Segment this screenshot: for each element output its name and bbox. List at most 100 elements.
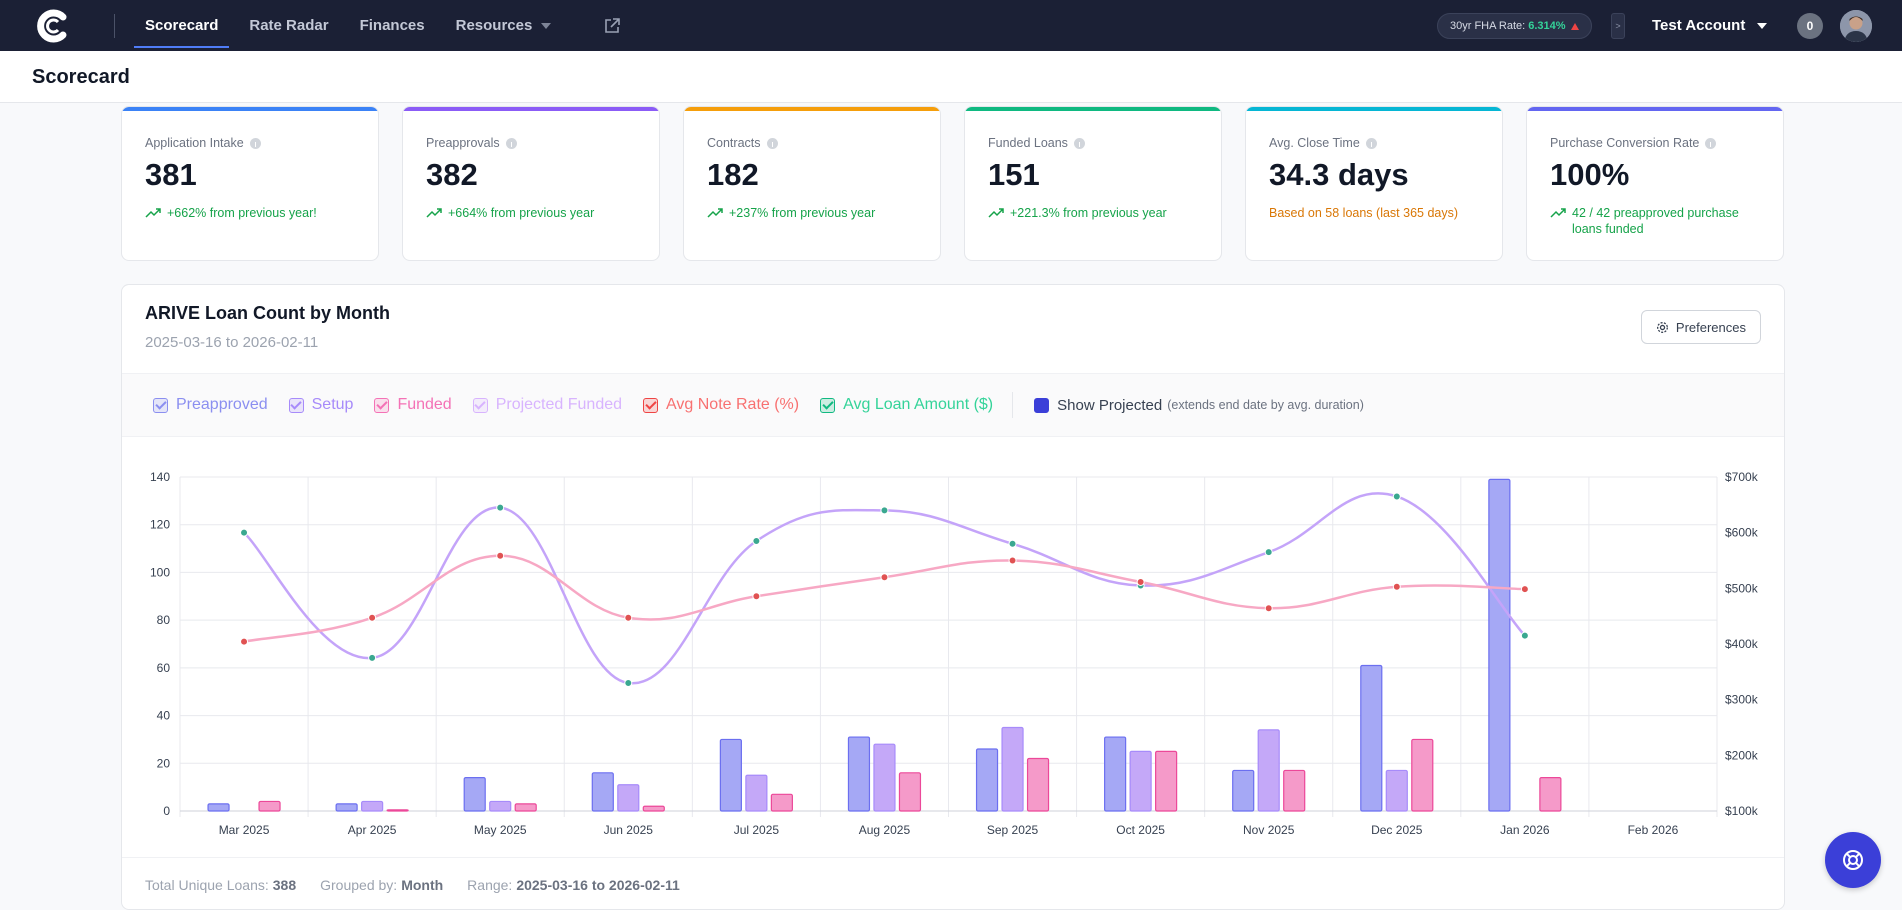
- total-loans-value: 388: [272, 876, 297, 893]
- legend-toggle-5[interactable]: Avg Loan Amount ($): [820, 396, 993, 414]
- line-point: [624, 678, 633, 687]
- x-tick-label: Aug 2025: [859, 823, 911, 837]
- fha-rate-pill[interactable]: 30yr FHA Rate: 6.314%: [1437, 13, 1592, 39]
- kpi-label: Avg. Close Time: [1269, 136, 1377, 150]
- bar-preapproved: [975, 748, 999, 812]
- chart-legend: Preapproved Setup Funded Projected Funded Av…: [122, 373, 1784, 437]
- legend-toggle-1[interactable]: Setup: [288, 396, 353, 414]
- show-projected-hint: (extends end date by avg. duration): [1167, 398, 1364, 412]
- chevron-down-icon: [1757, 22, 1768, 29]
- total-loans-label: Total Unique Loans:: [145, 876, 269, 893]
- legend-toggle-3[interactable]: Projected Funded: [472, 396, 622, 414]
- info-icon[interactable]: [1073, 137, 1085, 149]
- checkbox-checked-icon[interactable]: [374, 397, 390, 413]
- y2-tick-label: $100k: [1725, 804, 1759, 818]
- line-point: [1264, 548, 1273, 557]
- bar-funded: [898, 772, 922, 812]
- kpi-label: Preapprovals: [426, 136, 517, 150]
- line-point: [1008, 556, 1017, 565]
- kpi-label-text: Avg. Close Time: [1269, 136, 1360, 150]
- kpi-value: 382: [426, 157, 478, 192]
- range-label: Range:: [467, 876, 513, 893]
- avatar[interactable]: [1840, 10, 1872, 42]
- bar-funded: [1283, 769, 1306, 812]
- checkbox-checked-icon[interactable]: [153, 397, 168, 413]
- line-point: [1264, 604, 1273, 613]
- kpi-subtext: Based on 58 loans (last 365 days): [1269, 205, 1489, 221]
- help-button[interactable]: [1825, 832, 1881, 888]
- tab-finances[interactable]: Finances: [349, 4, 436, 48]
- checkbox-checked-icon[interactable]: [820, 397, 836, 413]
- range-value: 2025-03-16 to 2026-02-11: [516, 876, 680, 893]
- x-tick-label: May 2025: [474, 823, 527, 837]
- info-icon[interactable]: [1365, 137, 1377, 149]
- tab-label: Scorecard: [145, 17, 219, 34]
- tab-resources[interactable]: Resources: [445, 4, 563, 48]
- checkbox-checked-icon[interactable]: [1034, 397, 1050, 413]
- bar-preapproved: [335, 803, 358, 812]
- bar-funded: [514, 803, 537, 812]
- info-icon[interactable]: [249, 137, 261, 149]
- bar-funded: [1155, 750, 1178, 812]
- fha-rate-value: 6.314%: [1528, 20, 1566, 32]
- legend-toggle-4[interactable]: Avg Note Rate (%): [643, 396, 799, 414]
- bar-funded: [386, 809, 409, 812]
- line-point: [240, 637, 249, 646]
- kpi-card-0: Application Intake 381 +662% from previous…: [121, 106, 379, 261]
- kpi-card-2: Contracts 182 +237% from previous year: [683, 106, 941, 261]
- bar-preapproved: [1232, 769, 1255, 812]
- kpi-label: Contracts: [707, 136, 778, 150]
- y2-tick-label: $500k: [1725, 581, 1759, 595]
- line-point: [1392, 582, 1401, 591]
- tab-label: Rate Radar: [249, 17, 329, 34]
- bar-funded: [642, 805, 665, 812]
- preferences-button[interactable]: Preferences: [1640, 310, 1761, 344]
- trending-up-icon: [426, 208, 442, 218]
- checkbox-checked-icon[interactable]: [472, 397, 488, 413]
- y-tick-label: 120: [150, 518, 170, 532]
- x-tick-label: Mar 2025: [219, 823, 270, 837]
- bar-funded: [1026, 757, 1050, 812]
- y-tick-label: 100: [150, 565, 170, 579]
- checkbox-checked-icon[interactable]: [643, 397, 659, 413]
- loan-count-chart-panel: ARIVE Loan Count by Month 2025-03-16 to …: [121, 284, 1785, 910]
- info-icon[interactable]: [505, 137, 517, 149]
- bar-preapproved: [207, 803, 230, 812]
- x-tick-label: Jan 2026: [1500, 823, 1550, 837]
- kpi-card-5: Purchase Conversion Rate 100% 42 / 42 prea…: [1526, 106, 1784, 261]
- kpi-card-4: Avg. Close Time 34.3 days Based on 58 loan…: [1245, 106, 1503, 261]
- kpi-subtext-text: +237% from previous year: [729, 206, 876, 220]
- trending-up-icon: [1550, 208, 1566, 218]
- info-icon[interactable]: [766, 137, 778, 149]
- tab-scorecard[interactable]: Scorecard: [134, 4, 230, 48]
- tab-rate-radar[interactable]: Rate Radar: [238, 4, 339, 48]
- line-series: [243, 492, 1526, 685]
- line-point: [880, 506, 889, 515]
- external-link-icon[interactable]: [603, 17, 621, 35]
- legend-toggle-0[interactable]: Preapproved: [153, 396, 268, 414]
- info-icon[interactable]: [1705, 137, 1717, 149]
- kpi-subtext-text: +662% from previous year!: [167, 206, 317, 220]
- line-point: [752, 592, 761, 601]
- kpi-label: Application Intake: [145, 136, 261, 150]
- nav-tabs: Scorecard Rate Radar Finances Resources: [134, 0, 621, 51]
- notification-badge[interactable]: 0: [1797, 13, 1823, 39]
- y2-tick-label: $300k: [1725, 693, 1759, 707]
- bar-preapproved: [719, 738, 742, 812]
- lifebuoy-icon: [1843, 850, 1863, 870]
- checkbox-checked-icon[interactable]: [288, 397, 304, 413]
- kpi-subtext: +221.3% from previous year: [988, 205, 1208, 221]
- arrow-up-icon: [1570, 22, 1579, 30]
- legend-toggle-2[interactable]: Funded: [374, 396, 452, 414]
- chevron-right-icon: >: [1615, 21, 1621, 31]
- page-header: Scorecard: [0, 51, 1902, 103]
- y2-tick-label: $600k: [1725, 526, 1759, 540]
- line-point: [1136, 577, 1145, 586]
- x-tick-label: Jul 2025: [734, 823, 780, 837]
- nav-divider: [114, 14, 115, 38]
- account-menu[interactable]: Test Account: [1652, 0, 1768, 51]
- show-projected-toggle[interactable]: Show Projected (extends end date by avg. …: [1034, 397, 1364, 414]
- kpi-value: 381: [145, 157, 197, 192]
- app-logo-icon[interactable]: [36, 9, 70, 43]
- expand-rates-button[interactable]: >: [1611, 13, 1625, 39]
